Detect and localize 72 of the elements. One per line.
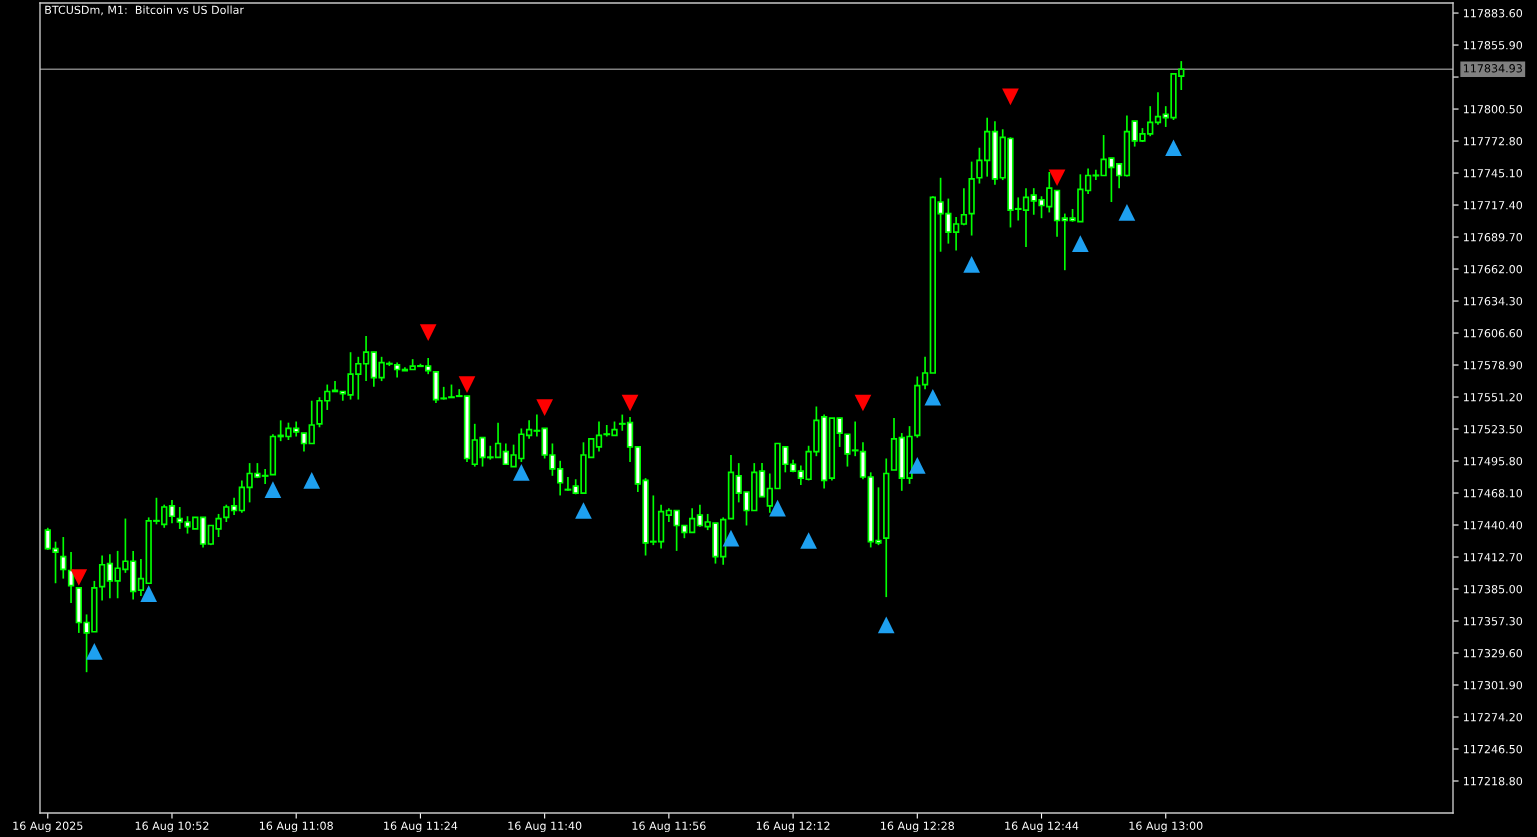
- y-tick-label: 117412.70: [1463, 552, 1523, 562]
- candlestick: [137, 558, 145, 597]
- point: [303, 472, 321, 489]
- y-tick-label: 117689.70: [1463, 233, 1523, 242]
- x-tick-label: 16 Aug 12:28: [881, 821, 954, 833]
- x-tick-label: 16 Aug 11:24: [384, 821, 458, 833]
- y-tick-label: 117883.60: [1463, 9, 1523, 18]
- chart-title: BTCUSDm, M1: Bitcoin vs US Dollar: [45, 5, 244, 16]
- y-tick-label: 117301.90: [1463, 680, 1523, 690]
- point: [854, 394, 872, 412]
- point: [1002, 88, 1019, 106]
- point: [419, 324, 437, 341]
- point: [1048, 169, 1066, 187]
- point: [963, 256, 980, 273]
- point: [621, 394, 639, 412]
- y-tick-label: 117329.60: [1463, 648, 1523, 658]
- x-tick-label: 16 Aug 12:44: [1005, 821, 1079, 833]
- x-tick-label: 16 Aug 11:56: [632, 821, 706, 833]
- y-tick-label: 117551.20: [1463, 393, 1523, 402]
- point: [908, 457, 926, 474]
- y-tick-label: 117855.90: [1463, 41, 1523, 50]
- candlestick: [564, 476, 572, 492]
- y-tick-label: 117717.40: [1463, 201, 1523, 210]
- point: [877, 616, 895, 634]
- candlestick: [300, 432, 308, 453]
- point: [769, 499, 786, 517]
- x-tick-label: 16 Aug 2025: [13, 821, 83, 833]
- point: [264, 481, 282, 498]
- y-tick-label: 117246.50: [1463, 744, 1523, 754]
- y-tick-label: 117745.10: [1463, 169, 1523, 178]
- y-tick-label: 117662.00: [1463, 265, 1523, 274]
- y-tick-label: 117495.80: [1463, 457, 1523, 466]
- point: [924, 388, 942, 406]
- y-tick-label: 117385.00: [1463, 584, 1523, 594]
- point: [1118, 204, 1136, 221]
- candlestick: [362, 335, 370, 382]
- point: [575, 502, 592, 519]
- x-tick-label: 16 Aug 11:40: [508, 821, 582, 833]
- candlestick: [331, 380, 339, 393]
- point: [722, 529, 740, 547]
- candlestick: [696, 503, 704, 528]
- candlestick: [960, 187, 968, 226]
- x-tick-label: 16 Aug 13:00: [1129, 821, 1203, 833]
- y-tick-label: 117357.30: [1463, 616, 1523, 626]
- y-tick-label: 117800.50: [1463, 105, 1523, 114]
- y-tick-label: 117523.50: [1463, 425, 1523, 434]
- x-tick-label: 16 Aug 12:12: [756, 821, 830, 833]
- point: [458, 376, 476, 393]
- y-tick-label: 117440.40: [1463, 520, 1523, 530]
- x-tick-label: 16 Aug 11:08: [259, 821, 333, 833]
- y-tick-label: 117578.90: [1463, 361, 1523, 370]
- candlestick: [921, 355, 929, 391]
- y-tick-label: 117634.30: [1463, 297, 1523, 306]
- y-tick-label: 117218.80: [1463, 776, 1523, 786]
- point: [800, 532, 817, 549]
- candlestick: [60, 536, 67, 580]
- x-tick-label: 16 Aug 10:52: [135, 821, 209, 833]
- y-tick-label: 117468.10: [1463, 488, 1523, 498]
- point: [1072, 235, 1089, 252]
- candlestick: [168, 499, 176, 525]
- candlestick: [595, 420, 603, 453]
- ref-line-label: 117834.93: [1463, 64, 1522, 73]
- y-tick-label: 117606.60: [1463, 329, 1523, 338]
- point: [86, 643, 103, 660]
- candlestick: [1154, 91, 1162, 126]
- point: [536, 399, 553, 416]
- point: [513, 464, 530, 481]
- point: [1165, 139, 1182, 157]
- point: [140, 585, 158, 602]
- y-tick-label: 117772.80: [1463, 137, 1523, 146]
- y-tick-label: 117274.20: [1463, 712, 1523, 722]
- point: [70, 569, 88, 586]
